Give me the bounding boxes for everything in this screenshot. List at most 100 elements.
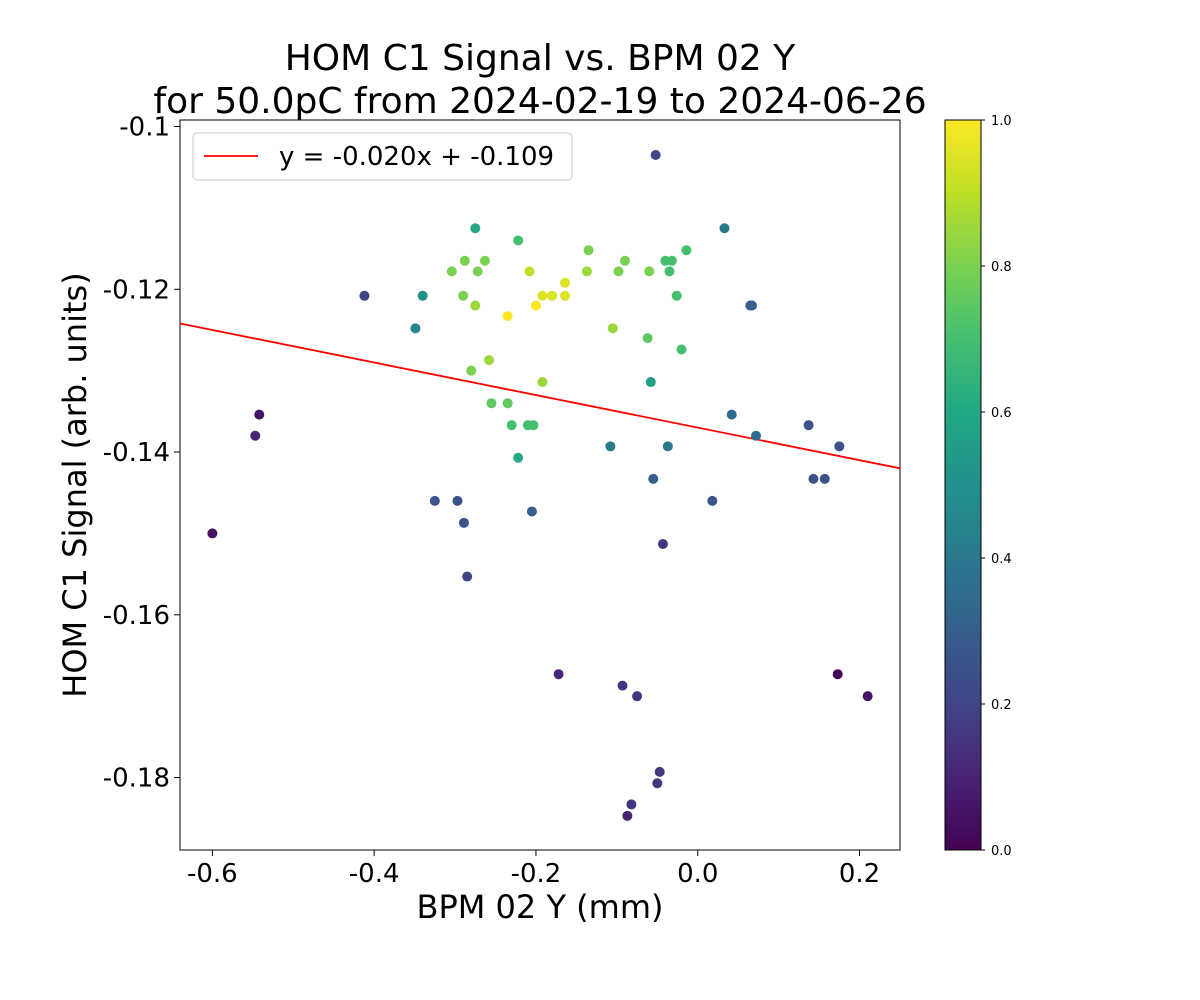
data-point — [605, 441, 616, 452]
y-axis-label: HOM C1 Signal (arb. units) — [56, 272, 94, 697]
data-point — [654, 766, 665, 777]
data-point — [622, 810, 633, 821]
y-tick-label: -0.18 — [103, 764, 170, 794]
data-point — [528, 420, 539, 431]
data-point — [751, 430, 761, 441]
data-point — [676, 344, 687, 355]
data-point — [417, 290, 428, 301]
data-point — [359, 290, 370, 301]
plot-area — [179, 119, 901, 851]
data-point — [207, 528, 218, 539]
colorbar-tick-label: 1.0 — [991, 114, 1012, 129]
fit-line — [180, 322, 900, 470]
data-point — [472, 266, 483, 277]
data-point — [583, 245, 594, 256]
data-point — [662, 441, 673, 452]
data-point — [726, 409, 737, 420]
data-point — [470, 223, 481, 234]
data-point — [506, 420, 517, 431]
data-point — [650, 149, 661, 160]
x-tick-label: -0.6 — [187, 859, 238, 889]
data-point — [808, 473, 819, 484]
legend-box — [192, 132, 573, 181]
data-point — [581, 266, 592, 277]
data-point — [645, 377, 656, 388]
data-point — [250, 430, 261, 441]
data-point — [459, 255, 470, 266]
chart-title-line1: HOM C1 Signal vs. BPM 02 Y — [285, 38, 797, 79]
x-axis-ticks: -0.6 -0.4 -0.2 0.0 0.2 — [187, 850, 880, 889]
data-point — [479, 255, 490, 266]
data-point — [458, 290, 469, 301]
data-point — [617, 680, 628, 691]
colorbar-tick-label: 0.2 — [991, 698, 1012, 713]
data-point — [626, 799, 637, 810]
data-point — [644, 266, 655, 277]
data-point — [671, 290, 682, 301]
colorbar-ticks: 0.0 0.2 0.4 0.6 0.8 1.0 — [981, 114, 1012, 859]
x-tick-label: -0.4 — [349, 859, 400, 889]
colorbar — [944, 119, 982, 851]
data-point — [513, 235, 524, 246]
data-point — [834, 441, 845, 452]
legend-label: y = -0.020x + -0.109 — [279, 142, 554, 172]
data-point — [819, 473, 830, 484]
x-axis-label: BPM 02 Y (mm) — [417, 888, 664, 926]
data-point — [537, 290, 548, 301]
data-point — [719, 223, 730, 234]
y-tick-label: -0.16 — [103, 601, 170, 631]
data-point — [537, 377, 548, 388]
data-point — [560, 277, 571, 288]
data-point — [458, 517, 469, 528]
data-point — [803, 420, 814, 431]
y-tick-label: -0.12 — [103, 275, 170, 305]
x-tick-label: -0.2 — [511, 859, 562, 889]
data-point — [530, 300, 541, 311]
data-point — [681, 245, 692, 256]
data-point — [452, 495, 463, 506]
colorbar-tick-label: 0.6 — [991, 406, 1012, 421]
data-point — [613, 266, 624, 277]
data-point — [862, 691, 873, 702]
y-axis-ticks: -0.1 -0.12 -0.14 -0.16 -0.18 — [103, 113, 180, 794]
data-point — [254, 409, 265, 420]
data-point — [484, 355, 495, 366]
data-points — [207, 149, 873, 821]
x-tick-label: 0.2 — [839, 859, 880, 889]
y-tick-label: -0.14 — [103, 438, 170, 468]
data-point — [657, 539, 668, 550]
data-point — [619, 255, 630, 266]
data-point — [607, 323, 618, 334]
data-point — [446, 266, 457, 277]
data-point — [513, 452, 524, 463]
data-point — [832, 669, 843, 680]
chart-title-line2: for 50.0pC from 2024-02-19 to 2024-06-26 — [153, 81, 926, 122]
data-point — [648, 473, 659, 484]
data-point — [502, 398, 513, 409]
data-point — [410, 323, 421, 334]
data-point — [652, 778, 663, 789]
data-point — [486, 398, 497, 409]
colorbar-tick-label: 0.0 — [991, 844, 1012, 859]
data-point — [470, 300, 481, 311]
colorbar-tick-label: 0.8 — [991, 260, 1012, 275]
data-point — [466, 365, 477, 376]
data-point — [462, 571, 473, 582]
data-point — [746, 300, 757, 311]
data-point — [502, 311, 513, 322]
colorbar-tick-label: 0.4 — [991, 552, 1012, 567]
data-point — [664, 266, 675, 277]
legend: y = -0.020x + -0.109 — [192, 132, 573, 181]
data-point — [666, 255, 677, 266]
data-point — [632, 691, 643, 702]
data-point — [642, 333, 653, 344]
data-point — [429, 495, 440, 506]
x-tick-label: 0.0 — [677, 859, 718, 889]
data-point — [526, 506, 537, 517]
data-point — [553, 669, 564, 680]
data-point — [524, 266, 535, 277]
data-point — [547, 290, 558, 301]
data-point — [560, 290, 571, 301]
data-point — [707, 495, 718, 506]
